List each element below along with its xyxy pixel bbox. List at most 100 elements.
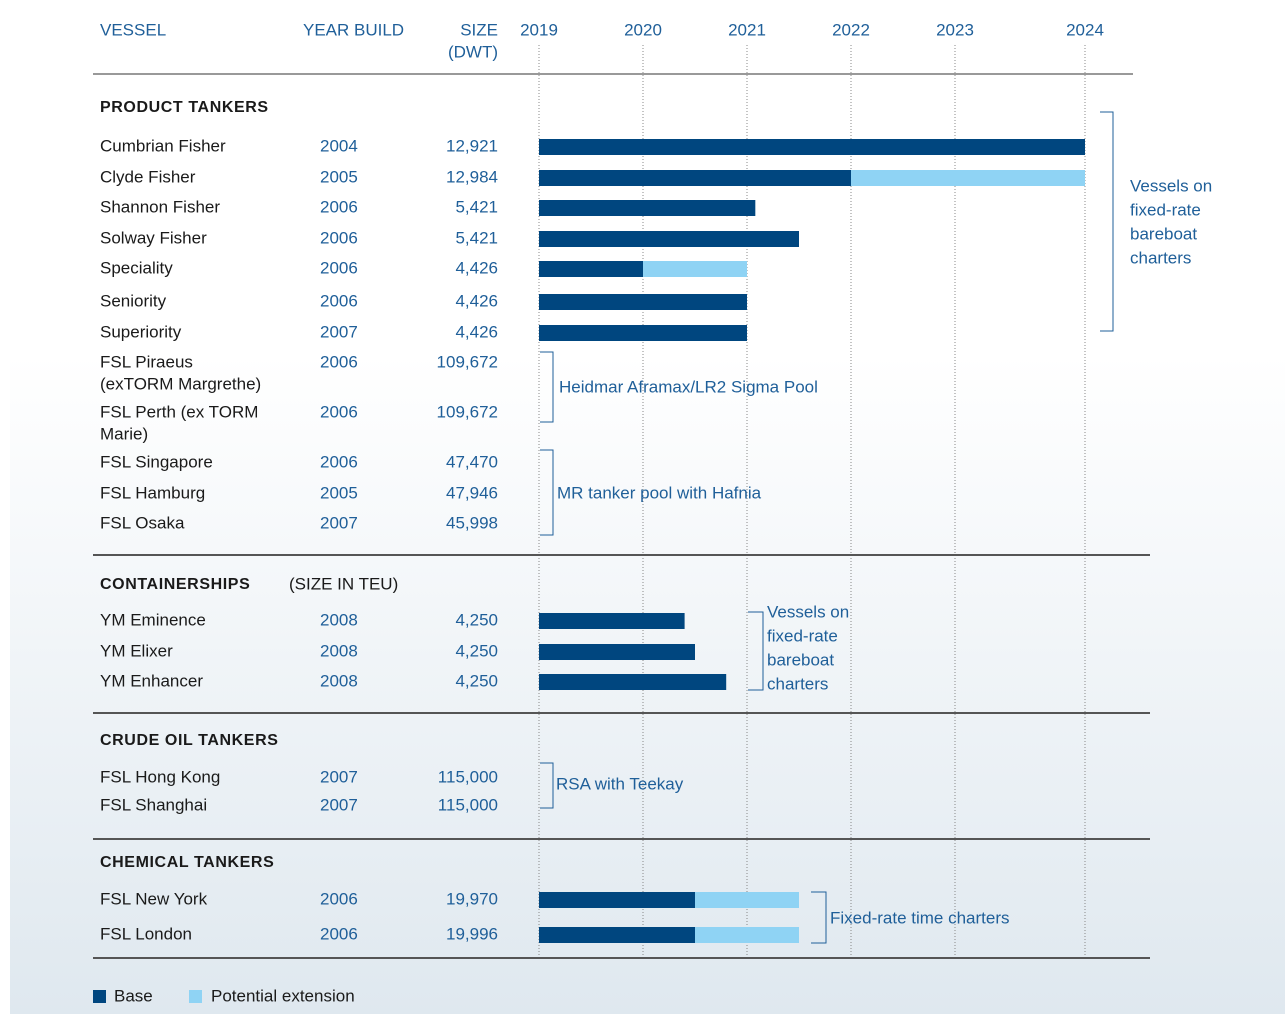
size-unit: (DWT) (448, 42, 498, 61)
extension-bar (695, 892, 799, 908)
bracket-label: Vessels on (1130, 176, 1212, 195)
vessel-name: (exTORM Margrethe) (100, 374, 261, 393)
year-built: 2006 (320, 197, 358, 216)
vessel-size: 12,984 (446, 167, 498, 186)
bracket-label: bareboat (767, 650, 834, 669)
legend-label: Potential extension (211, 986, 355, 1005)
vessel-name: FSL Singapore (100, 452, 213, 471)
vessel-size: 19,996 (446, 924, 498, 943)
vessel-size: 19,970 (446, 889, 498, 908)
vessel-size: 4,250 (455, 610, 498, 629)
base-bar (539, 644, 695, 660)
vessel-size: 47,470 (446, 452, 498, 471)
extension-bar (643, 261, 747, 277)
year-built: 2006 (320, 352, 358, 371)
year-built: 2007 (320, 767, 358, 786)
year-built: 2006 (320, 924, 358, 943)
x-tick-label: 2019 (520, 20, 558, 39)
vessel-size: 115,000 (438, 795, 498, 814)
vessel-name: Seniority (100, 291, 167, 310)
bracket-label: bareboat (1130, 224, 1197, 243)
base-bar (539, 170, 851, 186)
vessel-size: 4,426 (455, 322, 498, 341)
vessel-name: FSL Shanghai (100, 795, 207, 814)
x-tick-label: 2022 (832, 20, 870, 39)
bracket (540, 762, 554, 809)
x-tick-label: 2020 (624, 20, 662, 39)
vessel-name: Shannon Fisher (100, 197, 220, 216)
vessel-size: 4,250 (455, 641, 498, 660)
vessel-size: 115,000 (438, 767, 498, 786)
bracket-label: charters (1130, 248, 1191, 267)
vessel-name: FSL Perth (ex TORM (100, 402, 258, 421)
vessel-size: 47,946 (446, 483, 498, 502)
vessel-name: Clyde Fisher (100, 167, 196, 186)
bracket-label: fixed-rate (767, 626, 838, 645)
base-bar (539, 231, 799, 247)
vessel-name: FSL Osaka (100, 513, 185, 532)
year-header: YEAR BUILD (303, 20, 404, 39)
vessel-size: 5,421 (455, 197, 498, 216)
vessel-size: 45,998 (446, 513, 498, 532)
vessel-size: 4,250 (455, 671, 498, 690)
year-built: 2006 (320, 291, 358, 310)
x-tick-label: 2024 (1066, 20, 1104, 39)
bracket-label: Fixed-rate time charters (830, 908, 1010, 927)
year-built: 2008 (320, 671, 358, 690)
vessel-size: 109,672 (437, 352, 498, 371)
vessel-name: Cumbrian Fisher (100, 136, 226, 155)
base-bar (539, 892, 695, 908)
bracket-label: MR tanker pool with Hafnia (557, 483, 762, 502)
section-title: CONTAINERSHIPS (100, 576, 250, 593)
base-bar (539, 674, 727, 690)
year-built: 2006 (320, 452, 358, 471)
base-bar (539, 139, 1085, 155)
bracket (811, 891, 827, 944)
vessel-name: FSL New York (100, 889, 208, 908)
bracket (1100, 111, 1114, 332)
bracket (540, 449, 554, 536)
bracket-label: Vessels on (767, 602, 849, 621)
legend-label: Base (114, 986, 153, 1005)
year-built: 2006 (320, 889, 358, 908)
base-bar (539, 294, 747, 310)
vessel-name: FSL London (100, 924, 192, 943)
vessel-size: 4,426 (455, 291, 498, 310)
base-bar (539, 200, 756, 216)
year-built: 2006 (320, 228, 358, 247)
vessel-name: FSL Hamburg (100, 483, 205, 502)
vessel-size: 4,426 (455, 258, 498, 277)
vessel-size: 5,421 (455, 228, 498, 247)
year-built: 2007 (320, 513, 358, 532)
bracket (748, 611, 764, 691)
vessel-name: Solway Fisher (100, 228, 207, 247)
vessel-name: Marie) (100, 424, 148, 443)
vessel-name: Superiority (100, 322, 182, 341)
vessel-header: VESSEL (100, 20, 166, 39)
base-bar (539, 325, 747, 341)
bracket (540, 351, 554, 423)
year-built: 2006 (320, 402, 358, 421)
section-title: PRODUCT TANKERS (100, 99, 269, 116)
vessel-name: Speciality (100, 258, 173, 277)
year-built: 2005 (320, 483, 358, 502)
legend-swatch (189, 990, 202, 1003)
vessel-name: YM Elixer (100, 641, 173, 660)
extension-bar (695, 927, 799, 943)
year-built: 2007 (320, 795, 358, 814)
section-title: CHEMICAL TANKERS (100, 854, 274, 871)
extension-bar (851, 170, 1085, 186)
background (10, 0, 1285, 1014)
section-title: CRUDE OIL TANKERS (100, 732, 279, 749)
vessel-name: YM Eminence (100, 610, 206, 629)
bracket-label: charters (767, 674, 828, 693)
year-built: 2008 (320, 610, 358, 629)
vessel-name: FSL Hong Kong (100, 767, 220, 786)
x-tick-label: 2021 (728, 20, 766, 39)
bracket-label: Heidmar Aframax/LR2 Sigma Pool (559, 377, 818, 396)
year-built: 2006 (320, 258, 358, 277)
vessel-name: YM Enhancer (100, 671, 203, 690)
base-bar (539, 261, 643, 277)
bracket-label: RSA with Teekay (556, 774, 684, 793)
